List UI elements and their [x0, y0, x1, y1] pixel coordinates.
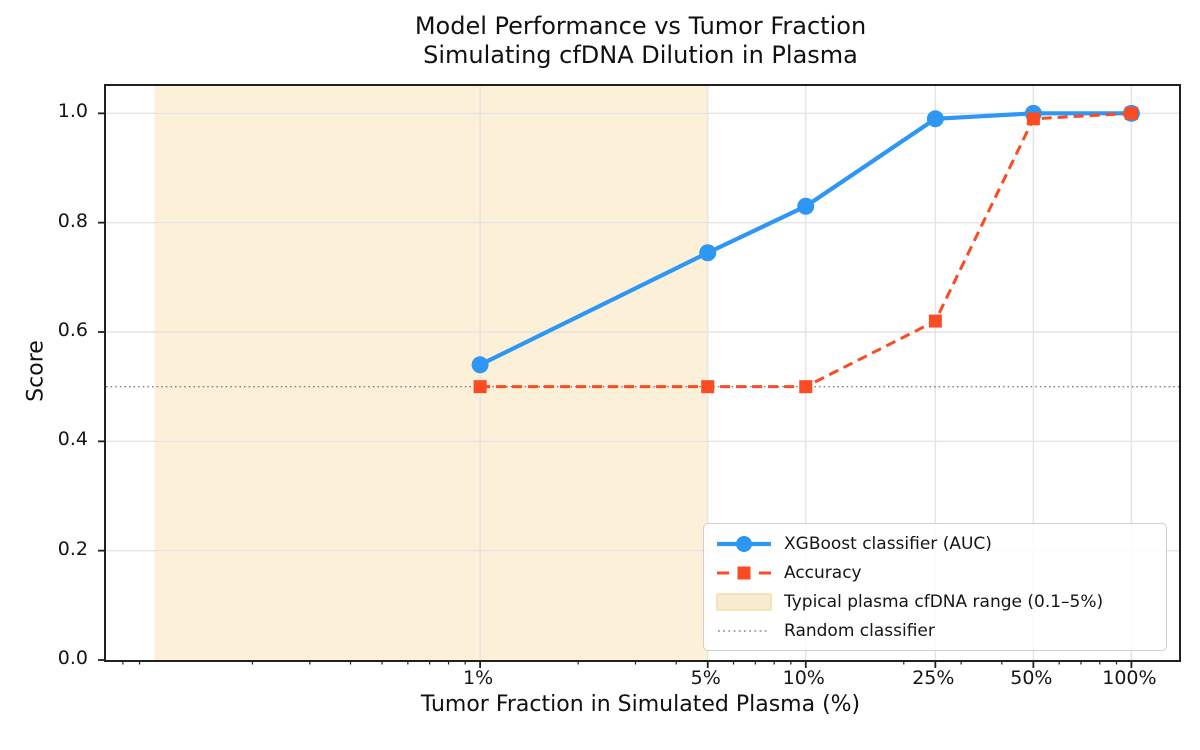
y-tick-label: 0.4 — [57, 428, 88, 451]
x-tick-label: 10% — [782, 667, 825, 689]
x-tick-label: 25% — [912, 667, 955, 689]
plot-area: XGBoost classifier (AUC) Accuracy Typica… — [98, 84, 1181, 668]
accuracy-marker — [473, 380, 487, 394]
random-line-swatch-icon — [716, 620, 772, 642]
accuracy-line — [480, 111, 1132, 389]
y-tick-label: 0.8 — [57, 209, 88, 232]
y-axis-label: Score — [23, 340, 49, 402]
legend-row-random: Random classifier — [704, 616, 1166, 645]
cfdna-band-swatch-icon — [716, 591, 772, 613]
cfdna-range-band — [154, 86, 708, 660]
legend-row-band: Typical plasma cfDNA range (0.1–5%) — [704, 587, 1166, 616]
accuracy-marker — [701, 380, 715, 394]
auc-line-swatch-icon — [716, 533, 772, 555]
accuracy-marker — [799, 380, 813, 394]
chart-canvas — [98, 86, 1179, 668]
auc-marker — [699, 244, 717, 262]
x-tick-label: 5% — [690, 667, 721, 689]
x-axis-label: Tumor Fraction in Simulated Plasma (%) — [420, 692, 861, 717]
x-tick-label: 50% — [1010, 667, 1053, 689]
auc-marker — [797, 197, 815, 215]
legend-row-auc: XGBoost classifier (AUC) — [704, 529, 1166, 558]
auc-marker — [471, 356, 489, 374]
y-tick-label: 0.6 — [57, 319, 88, 341]
accuracy-marker — [1026, 112, 1040, 126]
accuracy-marker — [1124, 106, 1138, 120]
legend-label-auc: XGBoost classifier (AUC) — [784, 533, 992, 554]
x-tick-label: 100% — [1102, 667, 1157, 689]
chart-title-line1: Model Performance vs Tumor Fraction — [414, 12, 867, 40]
y-tick-label: 0.2 — [57, 537, 88, 560]
legend-label-accuracy: Accuracy — [784, 562, 862, 583]
y-tick-label: 1.0 — [57, 100, 88, 123]
auc-line — [479, 111, 1132, 367]
accuracy-marker — [928, 314, 942, 328]
y-tick-label: 0.0 — [57, 647, 88, 669]
legend-label-random: Random classifier — [784, 620, 935, 641]
x-tick-label: 1% — [463, 667, 494, 689]
chart-title: Model Performance vs Tumor Fraction Simu… — [104, 12, 1177, 70]
chart-title-line2: Simulating cfDNA Dilution in Plasma — [423, 41, 858, 69]
legend-label-band: Typical plasma cfDNA range (0.1–5%) — [784, 591, 1104, 612]
auc-marker — [926, 110, 944, 128]
accuracy-line-swatch-icon — [716, 562, 772, 584]
legend: XGBoost classifier (AUC) Accuracy Typica… — [703, 523, 1167, 651]
legend-row-accuracy: Accuracy — [704, 558, 1166, 587]
